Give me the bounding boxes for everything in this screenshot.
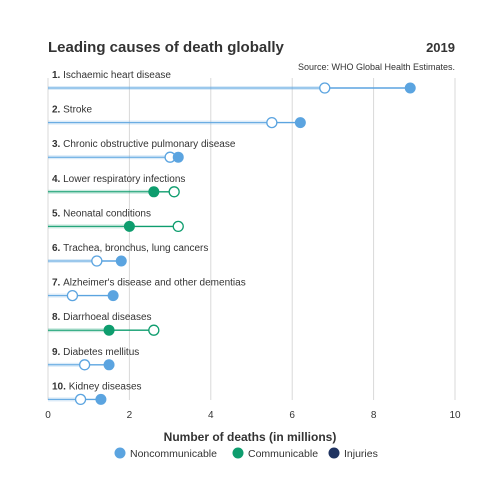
- x-tick-label: 4: [208, 410, 214, 421]
- x-tick-label: 8: [371, 410, 377, 421]
- row-label: 2. Stroke: [52, 105, 92, 116]
- row-10: 10. Kidney diseases: [48, 381, 142, 406]
- row-5: 5. Neonatal conditions: [48, 208, 184, 233]
- year-label: 2019: [426, 40, 455, 55]
- row-label: 8. Diarrhoeal diseases: [52, 312, 152, 323]
- legend-label: Injuries: [344, 448, 378, 460]
- row-label: 5. Neonatal conditions: [52, 208, 151, 219]
- row-2: 2. Stroke: [48, 105, 306, 129]
- legend-label: Communicable: [248, 448, 318, 460]
- x-axis-label: Number of deaths (in millions): [164, 430, 337, 444]
- end-point: [148, 186, 160, 198]
- row-label: 1. Ischaemic heart disease: [52, 70, 171, 81]
- row-label: 4. Lower respiratory infections: [52, 174, 185, 185]
- legend-swatch: [328, 447, 340, 459]
- start-point: [172, 220, 184, 233]
- row-7: 7. Alzheimer's disease and other dementi…: [48, 278, 246, 302]
- end-point: [172, 151, 184, 163]
- chart-rows: 1. Ischaemic heart disease 2. Stroke 3. Ch…: [48, 70, 416, 406]
- row-8: 8. Diarrhoeal diseases: [48, 312, 160, 336]
- row-label: 3. Chronic obstructive pulmonary disease: [52, 139, 236, 150]
- row-1: 1. Ischaemic heart disease: [48, 70, 416, 94]
- row-label: 6. Trachea, bronchus, lung cancers: [52, 243, 208, 254]
- start-point: [91, 255, 103, 267]
- legend-item-communicable: Communicable: [232, 447, 318, 460]
- end-point: [107, 290, 119, 302]
- start-point: [74, 393, 87, 406]
- legend-swatch: [232, 447, 244, 459]
- x-axis: 0 2 4 6 8 10: [45, 410, 461, 421]
- end-point: [115, 255, 127, 267]
- legend-swatch: [114, 447, 126, 459]
- end-point: [123, 220, 135, 232]
- start-point: [148, 324, 160, 336]
- row-6: 6. Trachea, bronchus, lung cancers: [48, 243, 208, 267]
- legend: Noncommunicable Communicable Injuries: [114, 447, 378, 460]
- x-tick-label: 10: [449, 410, 461, 421]
- start-point: [319, 82, 331, 94]
- start-point: [266, 116, 278, 129]
- legend-item-noncommunicable: Noncommunicable: [114, 447, 217, 460]
- row-3: 3. Chronic obstructive pulmonary disease: [48, 139, 236, 163]
- end-point: [95, 393, 107, 405]
- gridlines: [47, 78, 456, 400]
- legend-item-injuries: Injuries: [328, 447, 378, 460]
- start-point: [168, 186, 180, 198]
- end-point: [103, 324, 115, 336]
- row-label: 10. Kidney diseases: [52, 381, 142, 392]
- x-tick-label: 0: [45, 410, 51, 421]
- source-note: Source: WHO Global Health Estimates.: [298, 62, 455, 72]
- row-4: 4. Lower respiratory infections: [48, 174, 185, 198]
- row-label: 9. Diabetes mellitus: [52, 347, 139, 358]
- end-point: [294, 117, 306, 129]
- start-point: [66, 289, 79, 302]
- start-point: [78, 359, 91, 371]
- end-point: [404, 82, 416, 94]
- legend-label: Noncommunicable: [130, 448, 217, 460]
- x-tick-label: 6: [289, 410, 295, 421]
- row-label: 7. Alzheimer's disease and other dementi…: [52, 278, 246, 289]
- chart-title: Leading causes of death globally: [48, 39, 285, 56]
- row-9: 9. Diabetes mellitus: [48, 347, 139, 371]
- end-point: [103, 359, 115, 371]
- x-tick-label: 2: [127, 410, 133, 421]
